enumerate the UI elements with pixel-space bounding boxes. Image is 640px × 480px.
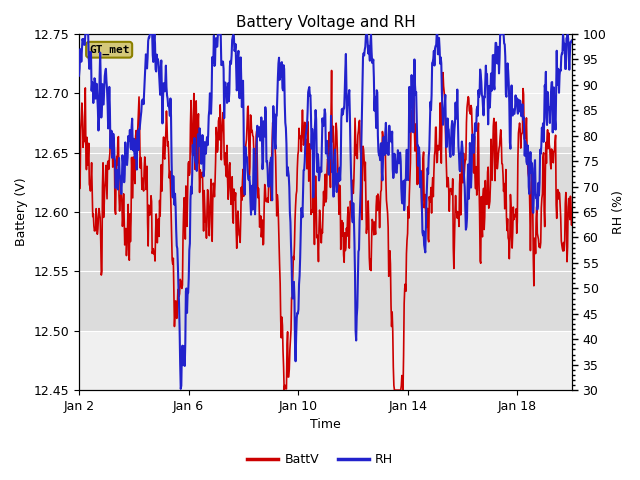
Y-axis label: Battery (V): Battery (V) (15, 178, 28, 246)
X-axis label: Time: Time (310, 419, 341, 432)
Y-axis label: RH (%): RH (%) (612, 190, 625, 234)
Title: Battery Voltage and RH: Battery Voltage and RH (236, 15, 415, 30)
Text: GT_met: GT_met (89, 45, 129, 55)
Legend: BattV, RH: BattV, RH (242, 448, 398, 471)
Bar (79, 147, 572, 331)
